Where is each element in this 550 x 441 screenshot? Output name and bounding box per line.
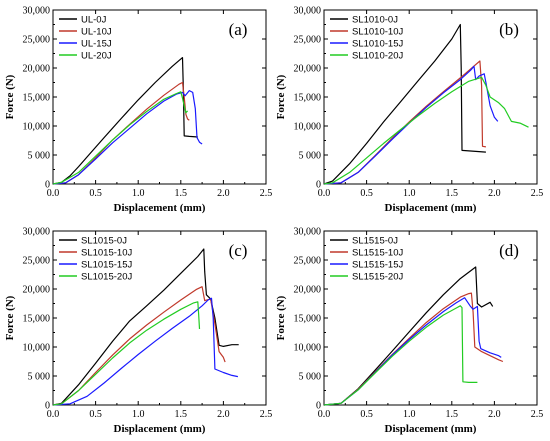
x-tick-label: 2.0 [217,188,230,199]
series-line-SL1515-15J [323,297,502,406]
legend-entry: UL-15J [81,39,112,50]
y-tick-label: 30,000 [294,227,322,238]
x-tick-label: 2.5 [531,409,544,420]
y-tick-label: 15,000 [294,314,322,325]
series-line-SL1515-0J [323,266,494,406]
x-tick-label: 0.5 [360,188,373,199]
y-tick-label: 30,000 [23,227,51,238]
x-tick-label: 0.0 [318,188,331,199]
panel-label: (c) [229,241,248,260]
panel-b: 0.0 0.5 1.0 1.5 2.0 2.5 0 5 000 10,000 15,000 20,0… [275,6,543,215]
y-tick-label: 0 [45,180,50,191]
x-tick-label: 0.0 [47,188,60,199]
legend-entry: SL1515-15J [352,260,403,271]
y-tick-label: 30,000 [294,6,322,17]
y-tick-label: 15,000 [23,314,51,325]
y-tick-label: 25,000 [294,256,322,267]
series-line-SL1015-20J [52,301,201,406]
x-tick-label: 1.5 [175,188,188,199]
series-line-SL1015-10J [52,286,226,406]
x-tick-label: 2.5 [531,188,544,199]
x-tick-label: 0.5 [89,188,102,199]
panel-d: 0.0 0.5 1.0 1.5 2.0 2.5 0 5 000 10,000 15,000 20,0… [275,227,543,436]
x-axis-label: Displacement (mm) [114,423,206,435]
y-tick-label: 25,000 [294,35,322,46]
y-tick-label: 0 [45,401,50,412]
series-line-UL-0J [52,57,198,185]
legend-entry: SL1010-0J [352,15,398,26]
y-tick-label: 5 000 [28,151,51,162]
series-line-SL1010-15J [323,65,499,185]
x-tick-label: 1.5 [446,188,459,199]
series-line-SL1015-0J [52,248,239,406]
y-tick-label: 5 000 [28,372,51,383]
legend-entry: UL-20J [81,51,112,62]
legend-entry: UL-10J [81,27,112,38]
x-tick-label: 1.0 [132,188,145,199]
y-tick-label: 5 000 [299,151,322,162]
legend-entry: SL1010-20J [352,51,403,62]
y-axis-label: Force (N) [4,295,16,340]
y-tick-label: 25,000 [23,256,51,267]
x-tick-label: 2.0 [488,409,501,420]
legend-entry: SL1515-20J [352,272,403,283]
y-tick-label: 20,000 [294,64,322,75]
series-line-SL1010-0J [323,23,486,185]
y-axis-label: Force (N) [275,295,287,340]
y-tick-label: 10,000 [294,122,322,133]
y-tick-label: 20,000 [294,285,322,296]
y-tick-label: 30,000 [23,6,51,17]
y-tick-label: 5 000 [299,372,322,383]
x-tick-label: 2.0 [217,409,230,420]
panel-c: 0.0 0.5 1.0 1.5 2.0 2.5 0 5 000 10,000 15,000 20,0… [4,227,272,436]
series-line-SL1010-20J [323,76,529,185]
legend-entry: SL1015-10J [81,248,132,259]
x-axis-label: Displacement (mm) [114,202,206,214]
y-tick-label: 10,000 [294,343,322,354]
legend-entry: SL1010-15J [352,39,403,50]
y-tick-label: 25,000 [23,35,51,46]
x-tick-label: 2.0 [488,188,501,199]
series-line-SL1515-20J [323,305,478,406]
y-tick-label: 15,000 [294,93,322,104]
x-tick-label: 1.5 [446,409,459,420]
y-tick-label: 20,000 [23,285,51,296]
panel-a: 0.0 0.5 1.0 1.5 2.0 2.5 0 5 000 10,000 15,000 20,0… [4,6,272,215]
x-tick-label: 0.0 [318,409,331,420]
legend-entry: SL1515-0J [352,236,398,247]
y-tick-label: 10,000 [23,122,51,133]
x-tick-label: 1.0 [403,409,416,420]
y-tick-label: 0 [316,180,321,191]
y-axis-label: Force (N) [4,74,16,119]
x-axis-label: Displacement (mm) [385,202,477,214]
legend-entry: SL1515-10J [352,248,403,259]
x-axis-label: Displacement (mm) [385,423,477,435]
legend-entry: SL1010-10J [352,27,403,38]
panel-label: (a) [229,20,248,39]
x-tick-label: 1.0 [132,409,145,420]
legend-entry: SL1015-15J [81,260,132,271]
panel-label: (b) [499,20,519,39]
y-axis-label: Force (N) [275,74,287,119]
series-line-SL1015-15J [52,297,239,406]
legend-entry: SL1015-20J [81,272,132,283]
y-tick-label: 15,000 [23,93,51,104]
series-line-UL-20J [52,91,189,185]
panel-label: (d) [499,241,519,260]
x-tick-label: 0.5 [89,409,102,420]
x-tick-label: 2.5 [260,409,273,420]
x-tick-label: 0.0 [47,409,60,420]
legend-entry: UL-0J [81,15,107,26]
legend-entry: SL1015-0J [81,236,127,247]
series-line-SL1515-10J [323,292,504,406]
x-tick-label: 0.5 [360,409,373,420]
x-tick-label: 2.5 [260,188,273,199]
y-tick-label: 0 [316,401,321,412]
y-tick-label: 20,000 [23,64,51,75]
x-tick-label: 1.5 [175,409,188,420]
x-tick-label: 1.0 [403,188,416,199]
y-tick-label: 10,000 [23,343,51,354]
